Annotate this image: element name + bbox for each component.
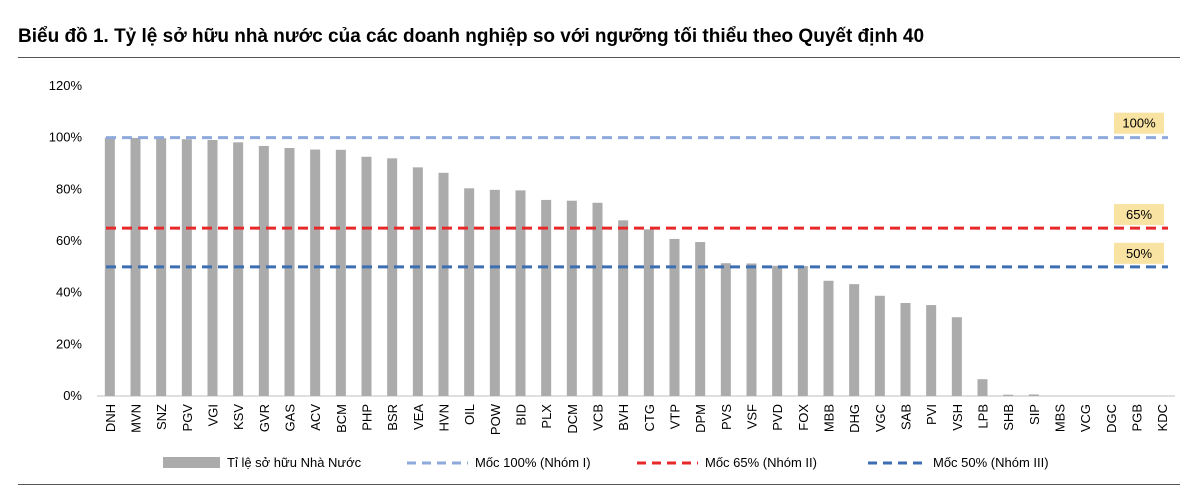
bar xyxy=(464,188,475,396)
bar xyxy=(541,199,552,396)
x-tick-label: VGI xyxy=(206,404,221,426)
annotation-label: 100% xyxy=(1122,116,1156,131)
x-tick-label: SNZ xyxy=(154,404,169,430)
x-tick-label: VEA xyxy=(411,404,426,430)
x-tick-label: MBB xyxy=(822,404,837,432)
bar xyxy=(515,190,526,396)
x-tick-label: KSV xyxy=(231,404,246,430)
x-tick-label: VCG xyxy=(1078,404,1093,432)
x-tick-label: VSH xyxy=(950,404,965,431)
x-tick-label: SHB xyxy=(1001,404,1016,431)
y-tick-label: 100% xyxy=(49,130,83,145)
x-tick-label: CTG xyxy=(642,404,657,431)
bar xyxy=(284,148,295,396)
x-tick-label: BCM xyxy=(334,404,349,433)
x-tick-label: VTP xyxy=(668,404,683,429)
x-tick-label: KDC xyxy=(1155,404,1170,431)
x-tick-label: BID xyxy=(514,404,529,426)
y-tick-label: 20% xyxy=(56,336,82,351)
x-tick-label: LPB xyxy=(976,404,991,429)
annotation-box xyxy=(1114,204,1164,226)
bar xyxy=(772,265,783,396)
chart-title: Biểu đồ 1. Tỷ lệ sở hữu nhà nước của các… xyxy=(18,26,925,47)
legend-label: Mốc 100% (Nhóm I) xyxy=(475,455,591,470)
x-tick-label: PGB xyxy=(1130,404,1145,431)
bar xyxy=(951,317,962,396)
x-tick-label: VCB xyxy=(591,404,606,431)
bar xyxy=(207,139,218,396)
y-tick-label: 40% xyxy=(56,285,82,300)
x-tick-label: MBS xyxy=(1053,404,1068,433)
bar xyxy=(849,284,860,396)
bar xyxy=(926,305,937,396)
bar xyxy=(335,149,346,396)
x-tick-label: DNH xyxy=(103,404,118,432)
y-tick-label: 0% xyxy=(63,388,82,403)
x-tick-label: VGC xyxy=(873,404,888,432)
legend-label: Tỉ lệ sở hữu Nhà Nước xyxy=(227,455,362,470)
bar xyxy=(592,202,603,396)
bar xyxy=(643,229,654,396)
y-tick-label: 120% xyxy=(49,78,83,93)
x-tick-label: DGC xyxy=(1104,404,1119,433)
y-tick-label: 60% xyxy=(56,233,82,248)
x-tick-label: PVD xyxy=(770,404,785,431)
bar xyxy=(695,242,706,396)
x-tick-label: HVN xyxy=(437,404,452,431)
bar xyxy=(387,158,398,396)
bar xyxy=(361,156,372,396)
x-tick-label: GAS xyxy=(283,404,298,432)
legend-label: Mốc 50% (Nhóm III) xyxy=(933,455,1049,470)
x-tick-label: BSR xyxy=(385,404,400,431)
x-tick-label: PVI xyxy=(924,404,939,425)
bar xyxy=(746,263,757,396)
top-rule xyxy=(18,57,1180,58)
annotation-label: 50% xyxy=(1126,246,1152,261)
x-tick-label: SAB xyxy=(899,404,914,430)
bar xyxy=(130,137,141,397)
bottom-rule xyxy=(18,484,1180,485)
x-tick-label: GVR xyxy=(257,404,272,432)
bar xyxy=(258,145,269,396)
bar xyxy=(412,167,423,396)
x-tick-label: POW xyxy=(488,403,503,435)
bar xyxy=(1003,394,1014,396)
bar xyxy=(720,263,731,396)
x-tick-label: PHP xyxy=(360,404,375,431)
bar xyxy=(977,379,988,396)
x-tick-label: ACV xyxy=(308,404,323,431)
bar xyxy=(797,266,808,396)
bar xyxy=(900,303,911,396)
x-tick-label: OIL xyxy=(462,404,477,425)
x-tick-label: PGV xyxy=(180,404,195,432)
annotation-box xyxy=(1114,112,1164,134)
x-tick-label: SIP xyxy=(1027,404,1042,425)
bar xyxy=(618,220,629,396)
legend-label: Mốc 65% (Nhóm II) xyxy=(705,455,817,470)
x-tick-label: DPM xyxy=(693,404,708,433)
annotation-label: 65% xyxy=(1126,207,1152,222)
x-tick-label: VSF xyxy=(745,404,760,429)
x-tick-label: PLX xyxy=(539,404,554,429)
bar xyxy=(1028,394,1039,396)
x-tick-label: DCM xyxy=(565,404,580,434)
bar xyxy=(310,149,321,396)
x-tick-label: DHG xyxy=(847,404,862,433)
bar xyxy=(233,142,244,396)
legend-swatch-bar xyxy=(163,457,220,468)
x-tick-label: MVN xyxy=(129,404,144,433)
x-tick-label: FOX xyxy=(796,404,811,431)
bar xyxy=(874,295,885,396)
annotation-box xyxy=(1114,242,1164,264)
x-tick-label: BVH xyxy=(616,404,631,431)
bar xyxy=(669,238,680,396)
bar xyxy=(489,189,500,396)
bar xyxy=(823,280,834,396)
bar xyxy=(566,200,577,396)
x-tick-label: PVS xyxy=(719,404,734,430)
y-tick-label: 80% xyxy=(56,181,82,196)
bar xyxy=(438,172,449,396)
